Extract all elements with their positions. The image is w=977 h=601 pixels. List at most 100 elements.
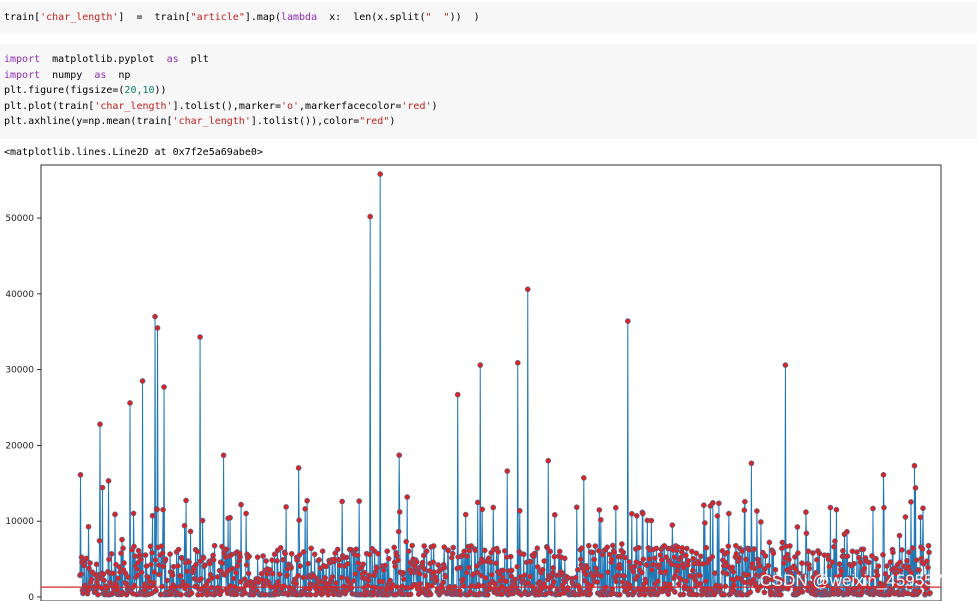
data-point bbox=[274, 558, 280, 564]
data-point bbox=[160, 506, 166, 513]
data-point bbox=[404, 494, 411, 500]
data-point bbox=[733, 550, 740, 557]
data-point bbox=[626, 559, 633, 565]
data-point bbox=[612, 504, 619, 511]
data-point bbox=[295, 465, 302, 471]
data-point bbox=[747, 589, 754, 596]
data-point bbox=[308, 545, 314, 552]
data-point bbox=[651, 555, 658, 562]
data-point bbox=[829, 559, 836, 566]
data-point bbox=[160, 563, 167, 570]
data-point bbox=[790, 575, 796, 581]
data-point bbox=[474, 499, 481, 506]
watermark: CSDN @weixin_45955767 bbox=[760, 571, 962, 590]
data-point bbox=[640, 556, 647, 563]
data-point bbox=[421, 543, 428, 549]
data-point bbox=[770, 550, 777, 557]
data-point bbox=[628, 510, 635, 517]
data-point bbox=[672, 572, 679, 579]
data-point bbox=[131, 543, 137, 550]
data-point bbox=[130, 510, 137, 517]
data-point bbox=[710, 500, 716, 506]
data-point bbox=[701, 502, 707, 509]
code-cell-1[interactable]: train['char_length'] = train["article"].… bbox=[0, 2, 977, 34]
data-point bbox=[183, 497, 189, 504]
data-point bbox=[624, 318, 631, 324]
data-point bbox=[874, 572, 881, 579]
data-point bbox=[179, 555, 185, 562]
data-point bbox=[634, 573, 641, 580]
data-point bbox=[584, 565, 591, 571]
data-point bbox=[733, 542, 739, 549]
data-point bbox=[508, 567, 515, 574]
data-point bbox=[409, 542, 416, 549]
data-point bbox=[148, 561, 154, 568]
data-point bbox=[765, 562, 772, 569]
data-point bbox=[836, 561, 843, 567]
data-point bbox=[597, 516, 604, 523]
data-point bbox=[685, 558, 692, 564]
data-point bbox=[550, 579, 557, 585]
data-point bbox=[344, 560, 351, 567]
data-point bbox=[150, 579, 157, 586]
data-point bbox=[729, 564, 736, 571]
data-point bbox=[881, 504, 887, 511]
data-point bbox=[621, 573, 628, 579]
data-point bbox=[211, 542, 218, 549]
data-point bbox=[151, 569, 157, 576]
data-point bbox=[197, 334, 203, 340]
y-tick-label: 10000 bbox=[5, 517, 34, 527]
data-point bbox=[684, 545, 690, 552]
data-point bbox=[697, 572, 703, 579]
data-point bbox=[234, 563, 241, 569]
data-point bbox=[243, 562, 250, 568]
data-point bbox=[487, 559, 494, 566]
data-point bbox=[589, 549, 596, 556]
data-point bbox=[869, 553, 875, 559]
data-point bbox=[616, 591, 623, 598]
code-line: plt.axhline(y=np.mean(train['char_length… bbox=[4, 116, 396, 127]
data-point bbox=[400, 576, 407, 583]
data-point bbox=[500, 567, 507, 574]
data-point bbox=[316, 557, 322, 563]
data-point bbox=[360, 561, 367, 568]
data-point bbox=[925, 542, 932, 549]
data-point bbox=[787, 543, 793, 549]
data-point bbox=[158, 543, 165, 550]
data-point bbox=[633, 512, 640, 519]
data-point bbox=[582, 571, 589, 578]
data-point bbox=[572, 574, 579, 581]
data-point bbox=[514, 359, 521, 366]
data-point bbox=[754, 508, 760, 514]
data-point bbox=[423, 548, 430, 555]
data-point bbox=[580, 475, 587, 481]
data-point bbox=[311, 551, 318, 558]
data-point bbox=[721, 591, 728, 598]
data-point bbox=[736, 555, 743, 561]
data-point bbox=[512, 576, 519, 583]
data-point bbox=[604, 569, 611, 576]
data-point bbox=[541, 558, 548, 564]
data-point bbox=[119, 536, 125, 543]
data-point bbox=[925, 564, 931, 571]
data-point bbox=[709, 553, 716, 560]
data-point bbox=[159, 583, 165, 590]
data-point bbox=[743, 556, 749, 563]
data-point bbox=[799, 560, 805, 566]
data-point bbox=[669, 522, 676, 528]
data-point bbox=[159, 550, 166, 557]
data-point bbox=[812, 578, 818, 584]
data-point bbox=[690, 555, 697, 562]
data-point bbox=[288, 550, 295, 557]
data-point bbox=[339, 498, 345, 505]
data-point bbox=[430, 543, 437, 549]
data-point bbox=[379, 578, 386, 585]
data-point bbox=[904, 557, 910, 564]
code-cell-2[interactable]: import matplotlib.pyplot as plt import n… bbox=[0, 44, 977, 139]
data-point bbox=[78, 571, 84, 577]
data-point bbox=[350, 577, 357, 584]
data-point bbox=[461, 548, 468, 555]
data-point bbox=[403, 538, 410, 545]
data-point bbox=[177, 572, 184, 579]
data-point bbox=[377, 171, 384, 177]
